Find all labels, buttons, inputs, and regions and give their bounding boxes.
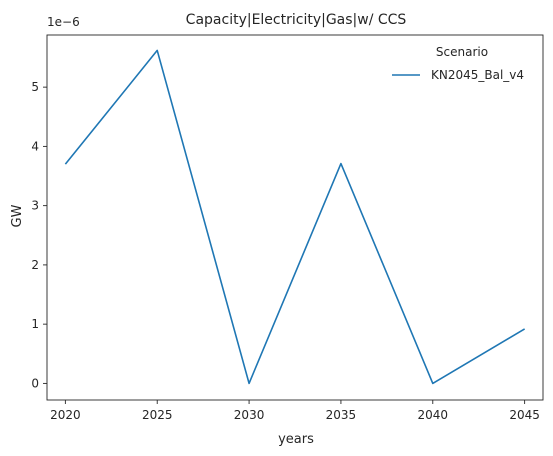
- legend: Scenario KN2045_Bal_v4: [392, 45, 524, 82]
- x-tick-label: 2035: [326, 408, 357, 422]
- series-line-kn2045-bal-v4: [64, 49, 526, 385]
- x-axis-ticks: 2020 2025 2030 2035 2040 2045: [50, 400, 540, 422]
- y-tick-label: 2: [31, 258, 39, 272]
- chart-title: Capacity|Electricity|Gas|w/ CCS: [186, 12, 407, 28]
- y-tick-label: 0: [31, 376, 39, 390]
- x-tick-label: 2020: [50, 408, 81, 422]
- y-axis-label: GW: [10, 204, 25, 227]
- x-tick-label: 2030: [234, 408, 265, 422]
- x-axis-label: years: [278, 432, 314, 447]
- x-tick-label: 2045: [509, 408, 540, 422]
- x-tick-label: 2040: [418, 408, 449, 422]
- y-tick-label: 3: [31, 199, 39, 213]
- y-axis-ticks: 0 1 2 3 4 5: [31, 80, 47, 390]
- legend-entry-label: KN2045_Bal_v4: [431, 68, 524, 82]
- y-tick-label: 1: [31, 317, 39, 331]
- plot-area-frame: [46, 34, 544, 401]
- y-offset-label: 1e−6: [47, 15, 80, 29]
- x-tick-label: 2025: [142, 408, 173, 422]
- y-tick-label: 4: [31, 139, 39, 153]
- legend-title: Scenario: [436, 45, 488, 59]
- y-tick-label: 5: [31, 80, 39, 94]
